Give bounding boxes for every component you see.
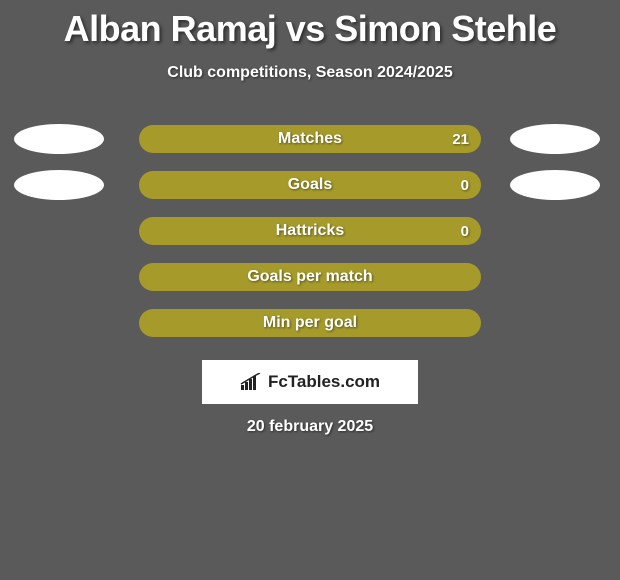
stat-rows: Matches 21 Goals 0 Hattricks 0 Goals per… [0, 116, 620, 346]
right-value-oval [510, 170, 600, 200]
stat-row: Goals 0 [0, 162, 620, 208]
stat-label: Matches [278, 130, 342, 148]
brand-text: FcTables.com [268, 372, 380, 392]
stat-value: 0 [461, 177, 469, 194]
stat-row: Min per goal [0, 300, 620, 346]
left-value-oval [14, 170, 104, 200]
stat-bar: Min per goal [139, 309, 481, 337]
stat-bar: Goals per match [139, 263, 481, 291]
stat-row: Matches 21 [0, 116, 620, 162]
stat-label: Hattricks [276, 222, 344, 240]
barchart-icon [240, 373, 262, 391]
stat-value: 21 [452, 131, 469, 148]
snapshot-date: 20 february 2025 [0, 418, 620, 436]
stat-bar: Goals 0 [139, 171, 481, 199]
brand-inner: FcTables.com [240, 372, 380, 392]
stat-bar: Hattricks 0 [139, 217, 481, 245]
stat-label: Goals per match [247, 268, 372, 286]
left-value-oval [14, 124, 104, 154]
stat-row: Hattricks 0 [0, 208, 620, 254]
brand-badge: FcTables.com [202, 360, 418, 404]
comparison-title: Alban Ramaj vs Simon Stehle [0, 0, 620, 50]
right-value-oval [510, 124, 600, 154]
stat-row: Goals per match [0, 254, 620, 300]
stat-value: 0 [461, 223, 469, 240]
stat-label: Min per goal [263, 314, 357, 332]
comparison-subtitle: Club competitions, Season 2024/2025 [0, 64, 620, 82]
stat-bar: Matches 21 [139, 125, 481, 153]
stat-label: Goals [288, 176, 332, 194]
